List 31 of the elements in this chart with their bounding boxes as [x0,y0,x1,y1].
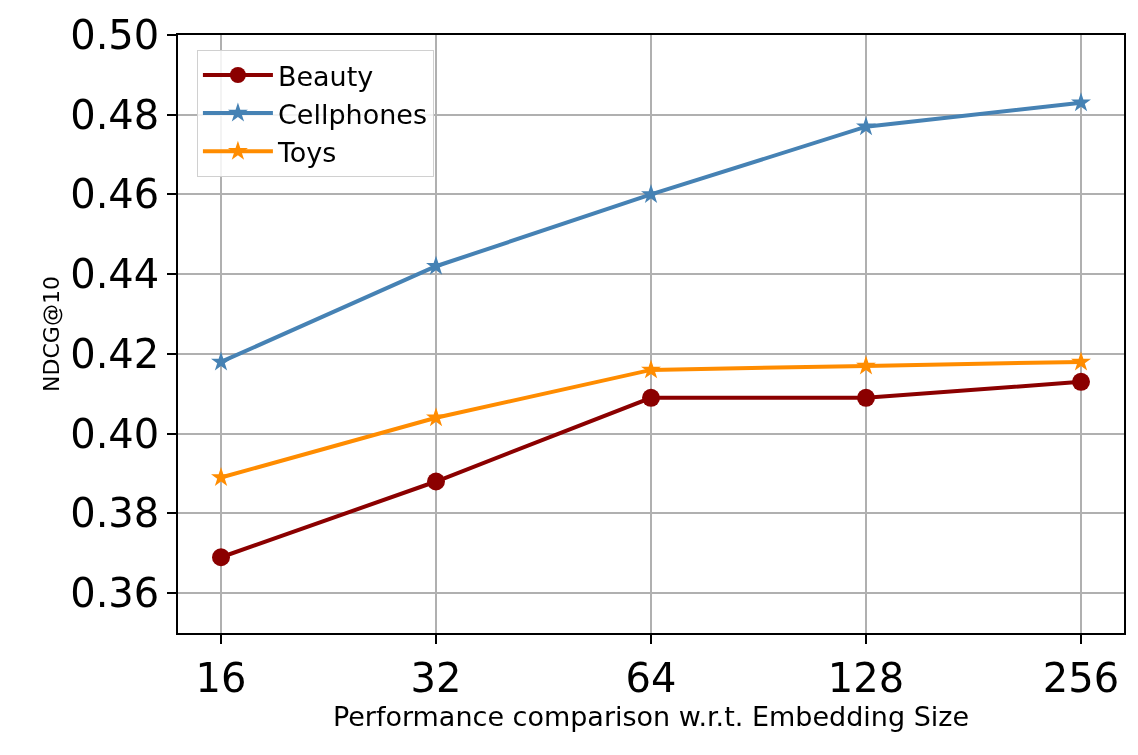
y-tick-label: 0.36 [70,570,160,617]
legend-label: Toys [276,136,337,168]
point [1072,372,1090,391]
x-axis-title: Performance comparison w.r.t. Embedding Size [332,700,970,732]
y-tick-label: 0.40 [70,410,160,457]
point [426,407,446,427]
x-tick-label: 64 [625,654,677,701]
point [1071,92,1091,112]
y-tick-label: 0.44 [70,251,160,298]
point [642,388,660,407]
legend-label: Beauty [277,60,374,92]
point [427,472,445,491]
point [857,388,875,407]
y-axis-title: NDCG@10 [39,276,65,392]
point [856,355,876,375]
point [211,467,231,487]
x-tick-label: 256 [1042,654,1120,701]
x-tick-label: 128 [827,654,905,701]
point [641,359,661,379]
x-tick-label: 16 [195,654,247,701]
y-tick-label: 0.50 [70,12,160,58]
y-tick-label: 0.38 [70,490,160,537]
x-tick-label: 32 [410,654,462,701]
y-tick-label: 0.42 [70,330,160,377]
point [212,548,230,567]
point [211,351,231,371]
legend-label: Cellphones [277,98,427,130]
y-tick-label: 0.46 [70,171,160,218]
point [856,116,876,136]
y-tick-label: 0.48 [70,91,160,138]
point [1071,351,1091,371]
